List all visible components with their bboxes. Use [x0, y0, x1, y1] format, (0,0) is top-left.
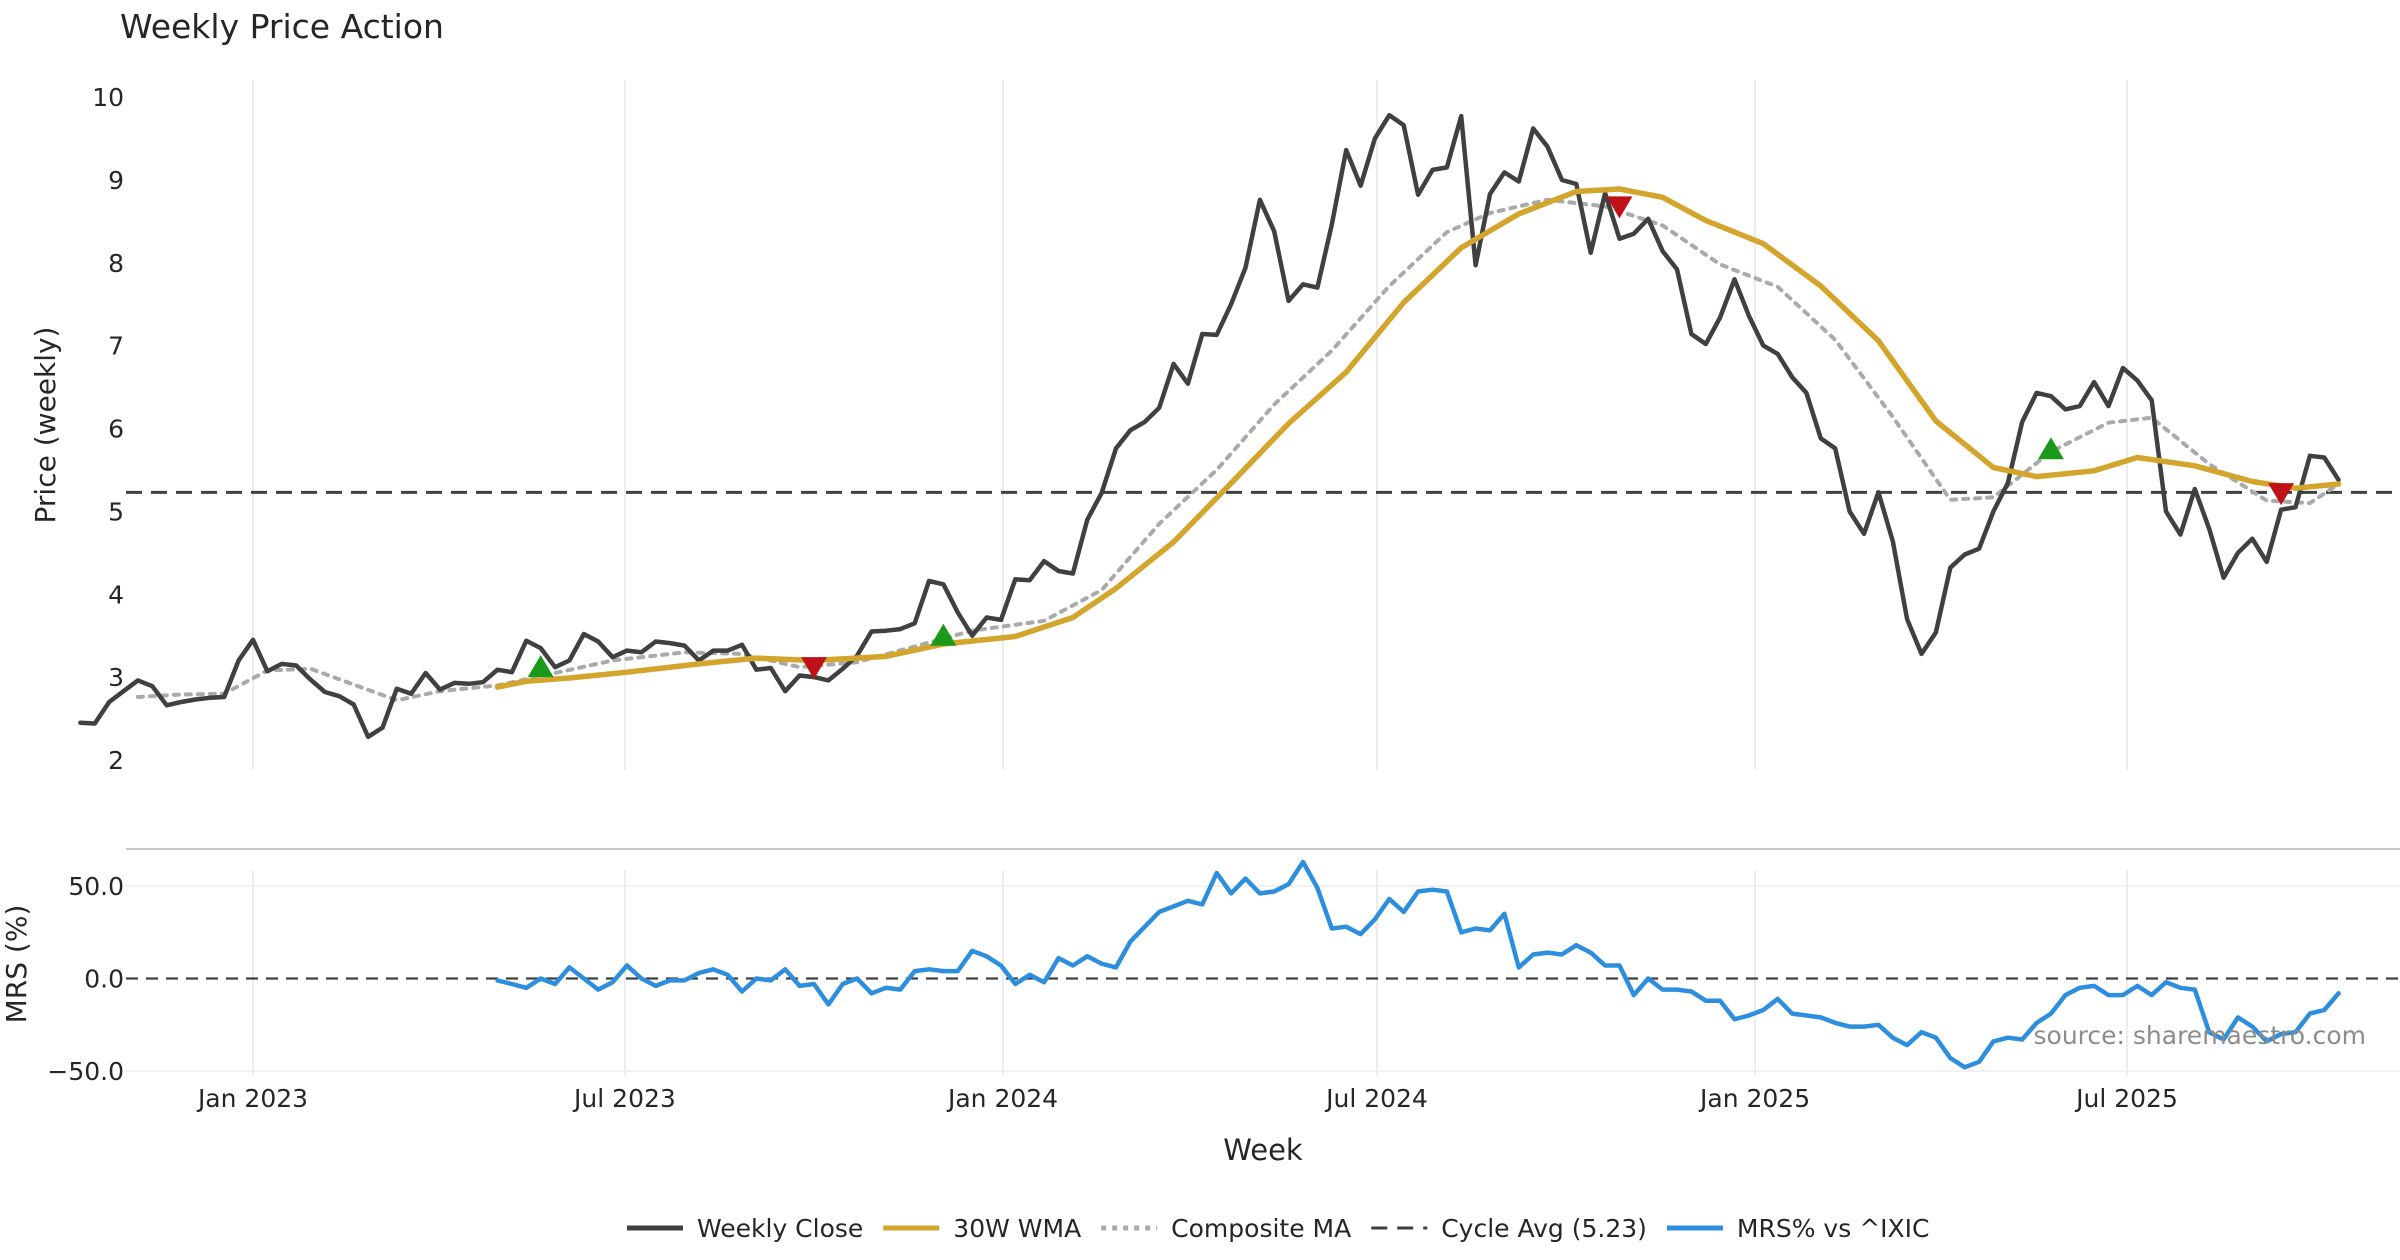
- price-series-lines: [78, 112, 2342, 740]
- mrs-y-axis-ticks: −50.0 0.0 50.0: [47, 872, 124, 1086]
- legend-label: 30W WMA: [953, 1214, 1081, 1243]
- price-y-axis-ticks: 2 3 4 5 6 7 8 9 10: [92, 83, 124, 775]
- legend-entry: MRS% vs ^IXIC: [1666, 1214, 1930, 1243]
- mrs-y-axis-label: MRS (%): [0, 905, 33, 1024]
- x-tick-label: Jul 2025: [2074, 1084, 2178, 1113]
- composite-ma-line: [135, 197, 2341, 703]
- chart-title: Weekly Price Action: [120, 7, 444, 46]
- x-axis-label: Week: [1223, 1133, 1303, 1167]
- sell-signal-marker: [1606, 196, 1633, 219]
- price-y-tick-label: 8: [108, 249, 124, 278]
- buy-signal-marker: [527, 655, 554, 678]
- price-y-tick-label: 5: [108, 497, 124, 526]
- legend-entry: Cycle Avg (5.23): [1371, 1214, 1647, 1243]
- x-tick-label: Jul 2023: [572, 1084, 676, 1113]
- x-axis-ticks: Jan 2023 Jul 2023 Jan 2024 Jul 2024 Jan 2025…: [196, 1084, 2178, 1113]
- legend-entry: Weekly Close: [627, 1214, 863, 1243]
- legend-label: MRS% vs ^IXIC: [1737, 1214, 1930, 1243]
- mrs-line: [495, 859, 2341, 1070]
- x-tick-label: Jul 2024: [1324, 1084, 1428, 1113]
- sell-signal-marker: [800, 657, 827, 680]
- legend-label: Weekly Close: [697, 1214, 863, 1243]
- mrs-series-line: [495, 859, 2341, 1070]
- price-y-axis-label: Price (weekly): [29, 327, 62, 524]
- x-tick-label: Jan 2025: [1698, 1084, 1810, 1113]
- price-panel-grid: [252, 80, 2128, 770]
- x-tick-label: Jan 2023: [196, 1084, 308, 1113]
- price-y-tick-label: 9: [108, 166, 124, 195]
- legend: Weekly Close 30W WMA Composite MA Cycle Avg…: [627, 1214, 1929, 1243]
- weekly-close-line: [78, 112, 2341, 740]
- mrs-y-tick-label: 50.0: [68, 872, 124, 901]
- price-y-tick-label: 6: [108, 415, 124, 444]
- mrs-panel-grid: [126, 870, 2400, 1075]
- buy-signal-marker: [930, 623, 957, 646]
- price-y-tick-label: 7: [108, 332, 124, 361]
- price-y-tick-label: 4: [108, 580, 124, 609]
- wma-30w-line: [494, 186, 2342, 690]
- buy-signal-marker: [2037, 437, 2064, 460]
- x-tick-label: Jan 2024: [946, 1084, 1058, 1113]
- legend-label: Cycle Avg (5.23): [1441, 1214, 1647, 1243]
- mrs-y-tick-label: 0.0: [84, 965, 124, 994]
- price-y-tick-label: 2: [108, 746, 124, 775]
- mrs-y-tick-label: −50.0: [47, 1057, 124, 1086]
- signal-markers: [527, 196, 2295, 680]
- source-note: source: sharemaestro.com: [2034, 1021, 2367, 1050]
- price-y-tick-label: 3: [108, 663, 124, 692]
- legend-entry: 30W WMA: [883, 1214, 1081, 1243]
- legend-label: Composite MA: [1171, 1214, 1351, 1243]
- price-y-tick-label: 10: [92, 83, 124, 112]
- legend-entry: Composite MA: [1101, 1214, 1351, 1243]
- sell-signal-marker: [2268, 483, 2295, 506]
